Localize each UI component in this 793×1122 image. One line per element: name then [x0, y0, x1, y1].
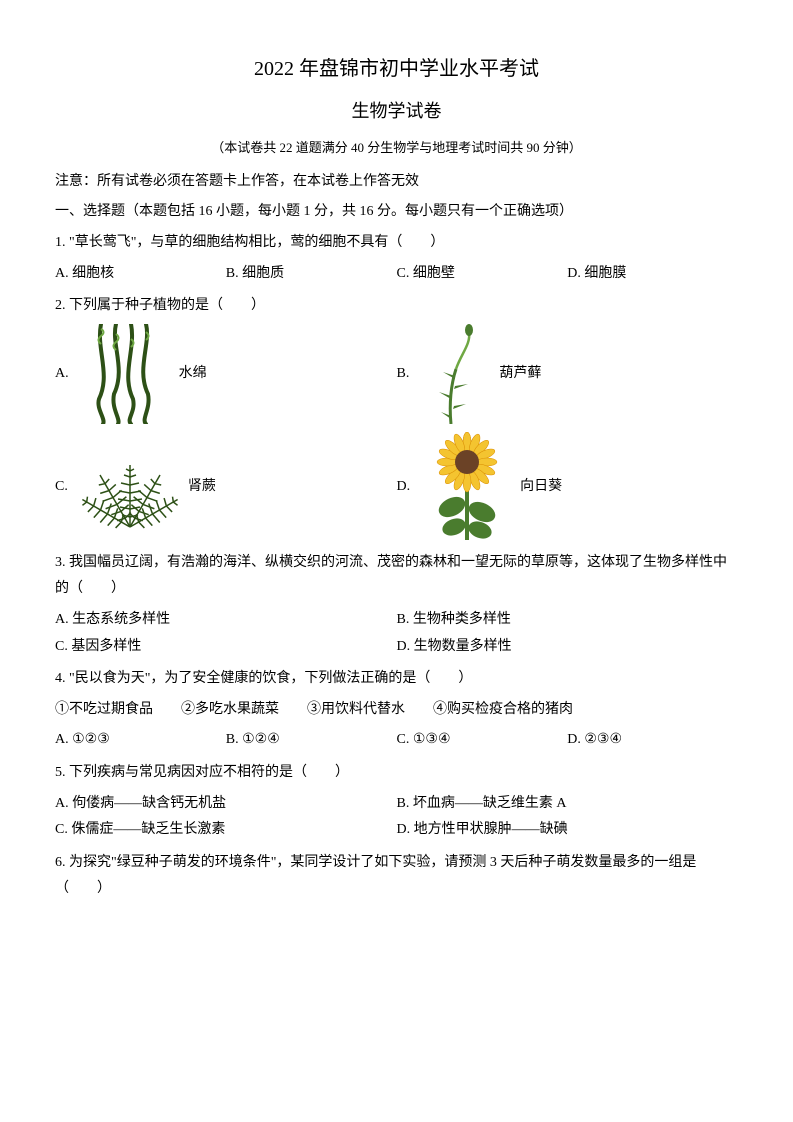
exam-info: （本试卷共 22 道题满分 40 分生物学与地理考试时间共 90 分钟） — [55, 136, 738, 161]
q3-opt-a[interactable]: A. 生态系统多样性 — [55, 607, 397, 634]
q3-opt-c[interactable]: C. 基因多样性 — [55, 634, 397, 661]
q4-stem: 4. "民以食为天"，为了安全健康的饮食，下列做法正确的是（ ） — [55, 666, 738, 693]
q4-opt-d[interactable]: D. ②③④ — [567, 727, 738, 754]
q1-opt-a[interactable]: A. 细胞核 — [55, 261, 226, 288]
q4-opt-c[interactable]: C. ①③④ — [397, 727, 568, 754]
q2-d-label: 向日葵 — [520, 474, 562, 501]
exam-subtitle: 生物学试卷 — [55, 94, 738, 128]
moss-icon — [421, 324, 491, 424]
q2-a-letter: A. — [55, 361, 69, 388]
exam-title: 2022 年盘锦市初中学业水平考试 — [55, 50, 738, 88]
q5-stem: 5. 下列疾病与常见病因对应不相符的是（ ） — [55, 760, 738, 787]
q1-opt-d[interactable]: D. 细胞膜 — [567, 261, 738, 288]
q1-stem: 1. "草长莺飞"，与草的细胞结构相比，莺的细胞不具有（ ） — [55, 230, 738, 257]
q5-opt-b[interactable]: B. 坏血病——缺乏维生素 A — [397, 791, 739, 818]
q4-opt-a[interactable]: A. ①②③ — [55, 727, 226, 754]
q3-opt-b[interactable]: B. 生物种类多样性 — [397, 607, 739, 634]
q2-opt-a[interactable]: A. 水绵 — [55, 324, 397, 424]
q2-options: A. 水绵 B. — [55, 324, 738, 550]
exam-notice: 注意：所有试卷必须在答题卡上作答，在本试卷上作答无效 — [55, 169, 738, 196]
q4-options: A. ①②③ B. ①②④ C. ①③④ D. ②③④ — [55, 727, 738, 754]
q6-stem: 6. 为探究"绿豆种子萌发的环境条件"，某同学设计了如下实验，请预测 3 天后种… — [55, 850, 738, 903]
spirogyra-icon — [81, 324, 171, 424]
q2-opt-d[interactable]: D. — [397, 432, 739, 542]
q2-b-label: 葫芦藓 — [499, 361, 541, 388]
q5-opt-c[interactable]: C. 侏儒症——缺乏生长激素 — [55, 817, 397, 844]
q5-opt-a[interactable]: A. 佝偻病——缺含钙无机盐 — [55, 791, 397, 818]
q2-opt-c[interactable]: C. 肾蕨 — [55, 432, 397, 542]
q5-opt-d[interactable]: D. 地方性甲状腺肿——缺碘 — [397, 817, 739, 844]
q2-opt-b[interactable]: B. 葫芦藓 — [397, 324, 739, 424]
q3-opt-d[interactable]: D. 生物数量多样性 — [397, 634, 739, 661]
q1-opt-c[interactable]: C. 细胞壁 — [397, 261, 568, 288]
q3-stem: 3. 我国幅员辽阔，有浩瀚的海洋、纵横交织的河流、茂密的森林和一望无际的草原等，… — [55, 550, 738, 603]
q4-items: ①不吃过期食品 ②多吃水果蔬菜 ③用饮料代替水 ④购买检疫合格的猪肉 — [55, 697, 738, 724]
q1-opt-b[interactable]: B. 细胞质 — [226, 261, 397, 288]
q2-c-label: 肾蕨 — [188, 474, 216, 501]
fern-icon — [80, 442, 180, 532]
q5-options: A. 佝偻病——缺含钙无机盐 B. 坏血病——缺乏维生素 A C. 侏儒症——缺… — [55, 791, 738, 844]
sunflower-icon — [422, 432, 512, 542]
q2-b-letter: B. — [397, 361, 410, 388]
q3-options: A. 生态系统多样性 B. 生物种类多样性 C. 基因多样性 D. 生物数量多样… — [55, 607, 738, 660]
q4-opt-b[interactable]: B. ①②④ — [226, 727, 397, 754]
q1-options: A. 细胞核 B. 细胞质 C. 细胞壁 D. 细胞膜 — [55, 261, 738, 288]
section-1-header: 一、选择题（本题包括 16 小题，每小题 1 分，共 16 分。每小题只有一个正… — [55, 199, 738, 226]
q2-stem: 2. 下列属于种子植物的是（ ） — [55, 293, 738, 320]
q2-d-letter: D. — [397, 474, 411, 501]
q2-c-letter: C. — [55, 474, 68, 501]
q2-a-label: 水绵 — [179, 361, 207, 388]
